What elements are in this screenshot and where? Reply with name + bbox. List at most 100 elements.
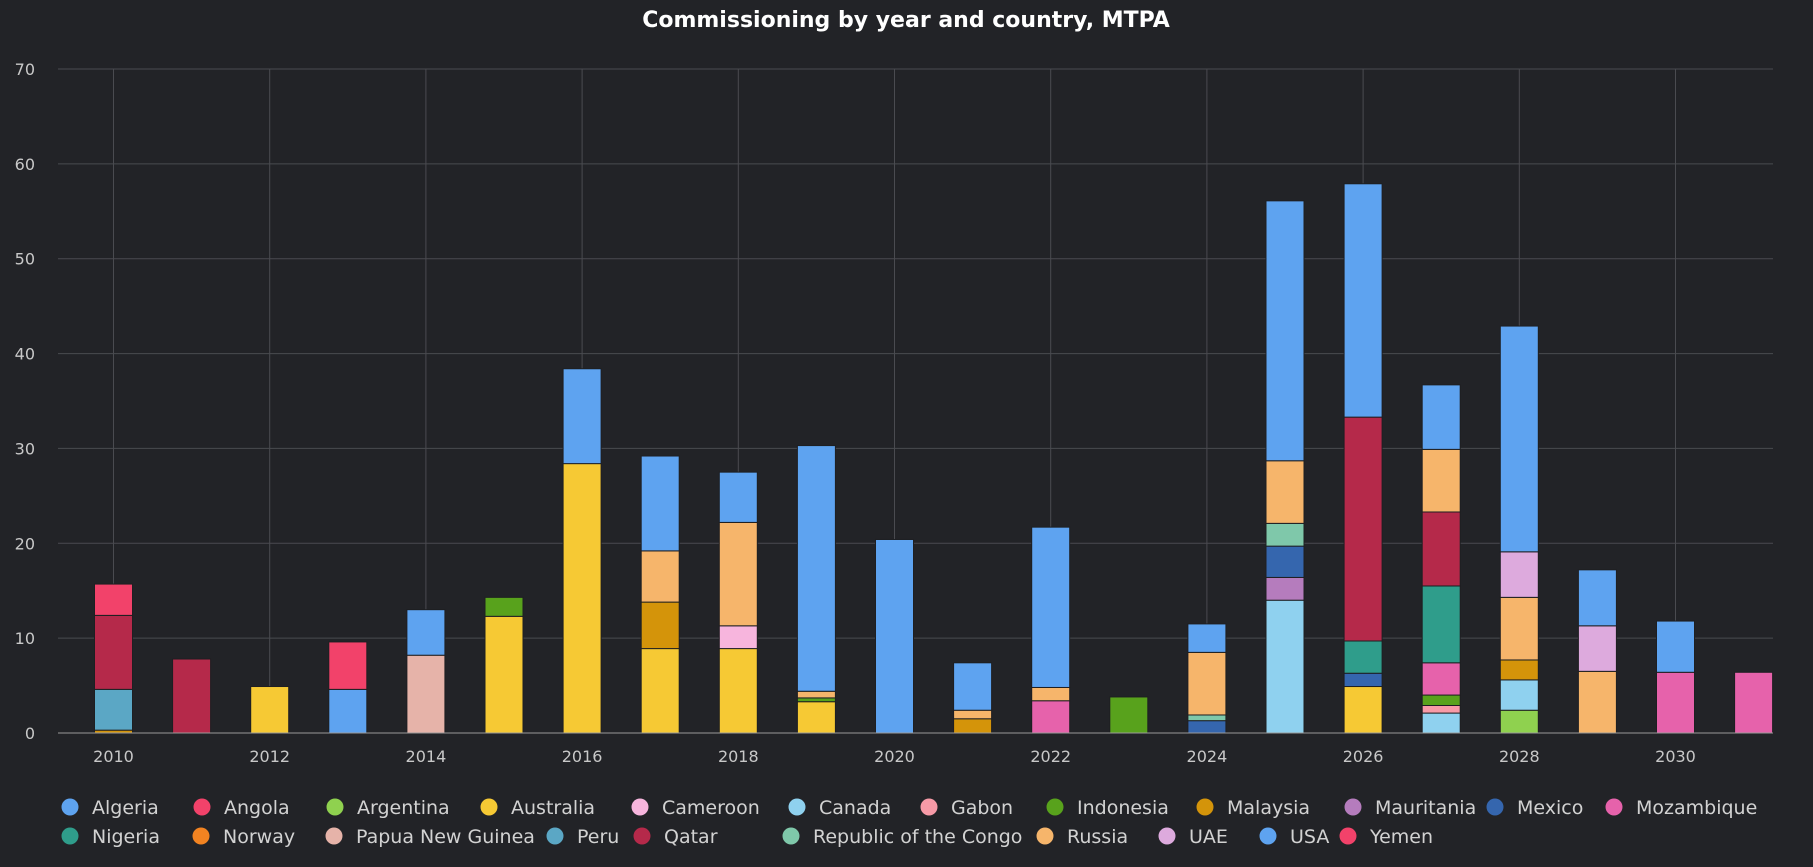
legend-marker-russia <box>1036 827 1054 845</box>
x-tick-label-2028: 2028 <box>1499 747 1540 766</box>
bar-2016-usa[interactable] <box>562 368 602 465</box>
bar-2028-uae[interactable] <box>1499 551 1539 598</box>
legend-marker-canada <box>788 798 806 816</box>
bar-2030-usa[interactable] <box>1656 620 1695 673</box>
bar-2029-usa[interactable] <box>1577 569 1617 627</box>
bar-2024-mexico[interactable] <box>1187 720 1227 734</box>
legend-item-malaysia[interactable]: Malaysia <box>1196 797 1311 819</box>
legend-item-algeria[interactable]: Algeria <box>61 797 159 819</box>
bar-2026-australia[interactable] <box>1343 686 1383 734</box>
bar-2026-usa[interactable] <box>1343 183 1383 418</box>
legend-item-mauritania[interactable]: Mauritania <box>1344 797 1477 819</box>
bar-2024-russia[interactable] <box>1187 651 1227 716</box>
bar-2019-usa[interactable] <box>796 445 836 692</box>
bar-2027-russia[interactable] <box>1421 448 1461 513</box>
legend-marker-algeria <box>61 798 79 816</box>
bar-2017-australia[interactable] <box>640 648 680 734</box>
legend-item-republic-of-the-congo[interactable]: Republic of the Congo <box>782 826 1023 848</box>
bar-2029-uae[interactable] <box>1577 625 1617 672</box>
bar-2027-indonesia[interactable] <box>1421 694 1461 706</box>
bar-2012-australia[interactable] <box>250 686 290 734</box>
bar-2019-indonesia[interactable] <box>796 697 836 703</box>
bar-2025-mexico[interactable] <box>1265 545 1305 578</box>
bar-2018-australia[interactable] <box>718 648 758 734</box>
bar-2019-australia[interactable] <box>796 701 836 734</box>
bar-2027-usa[interactable] <box>1421 384 1461 450</box>
bar-2011-qatar[interactable] <box>172 658 212 734</box>
legend-label-gabon: Gabon <box>951 797 1013 819</box>
legend-item-yemen[interactable]: Yemen <box>1339 826 1434 848</box>
legend-label-qatar: Qatar <box>664 826 718 848</box>
bar-2015-indonesia[interactable] <box>484 596 524 617</box>
legend-item-australia[interactable]: Australia <box>480 797 596 819</box>
legend-item-papua-new-guinea[interactable]: Papua New Guinea <box>325 826 535 848</box>
x-tick-label-2024: 2024 <box>1187 747 1228 766</box>
bar-2026-mexico[interactable] <box>1343 672 1383 688</box>
bar-2024-republic-of-the-congo[interactable] <box>1187 714 1227 722</box>
bar-2025-republic-of-the-congo[interactable] <box>1265 522 1305 547</box>
bar-2019-russia[interactable] <box>796 690 836 699</box>
bar-2027-canada[interactable] <box>1421 712 1461 734</box>
legend-item-angola[interactable]: Angola <box>193 797 290 819</box>
bar-2025-canada[interactable] <box>1265 599 1305 734</box>
bar-2029-russia[interactable] <box>1577 670 1617 734</box>
legend-item-usa[interactable]: USA <box>1259 826 1330 848</box>
bar-2025-usa[interactable] <box>1265 200 1305 462</box>
legend-item-mexico[interactable]: Mexico <box>1486 797 1584 819</box>
bar-2026-qatar[interactable] <box>1343 416 1383 642</box>
bar-2010-qatar[interactable] <box>94 614 133 690</box>
bar-2010-peru[interactable] <box>94 688 133 731</box>
bar-2013-usa[interactable] <box>328 688 368 734</box>
bar-2018-cameroon[interactable] <box>718 625 758 650</box>
legend-item-norway[interactable]: Norway <box>192 826 296 848</box>
legend-item-cameroon[interactable]: Cameroon <box>631 797 760 819</box>
legend-marker-mexico <box>1486 798 1504 816</box>
bar-2022-usa[interactable] <box>1031 526 1071 688</box>
bar-2017-russia[interactable] <box>640 550 680 603</box>
bar-2028-canada[interactable] <box>1499 679 1539 711</box>
bar-2028-argentina[interactable] <box>1499 709 1539 734</box>
bar-2024-usa[interactable] <box>1187 623 1227 653</box>
bar-2027-mozambique[interactable] <box>1421 662 1461 696</box>
bar-2027-nigeria[interactable] <box>1421 585 1461 664</box>
bar-2016-australia[interactable] <box>562 463 602 734</box>
bar-2025-mauritania[interactable] <box>1265 576 1305 601</box>
bar-2028-russia[interactable] <box>1499 596 1539 661</box>
bar-2031-mozambique[interactable] <box>1734 671 1774 734</box>
legend-item-indonesia[interactable]: Indonesia <box>1046 797 1169 819</box>
legend-item-mozambique[interactable]: Mozambique <box>1605 797 1758 819</box>
legend-item-argentina[interactable]: Argentina <box>326 797 450 819</box>
legend-item-gabon[interactable]: Gabon <box>920 797 1014 819</box>
bar-2010-yemen[interactable] <box>94 583 133 616</box>
bar-2013-yemen[interactable] <box>328 641 368 690</box>
bar-2021-malaysia[interactable] <box>953 718 993 734</box>
bar-2018-usa[interactable] <box>718 471 758 523</box>
legend-item-russia[interactable]: Russia <box>1036 826 1129 848</box>
bar-2022-mozambique[interactable] <box>1031 700 1071 734</box>
bar-2026-nigeria[interactable] <box>1343 640 1383 674</box>
bar-2014-papua-new-guinea[interactable] <box>406 654 446 734</box>
bar-2015-australia[interactable] <box>484 615 524 734</box>
bar-2014-usa[interactable] <box>406 609 446 656</box>
legend-label-indonesia: Indonesia <box>1077 797 1169 819</box>
bar-2027-gabon[interactable] <box>1421 704 1461 714</box>
legend-item-canada[interactable]: Canada <box>788 797 892 819</box>
bar-2030-mozambique[interactable] <box>1656 671 1695 734</box>
bar-2020-usa[interactable] <box>875 538 914 734</box>
bar-2028-malaysia[interactable] <box>1499 659 1539 681</box>
legend-item-peru[interactable]: Peru <box>546 826 620 848</box>
bar-2021-usa[interactable] <box>953 662 993 711</box>
legend-item-nigeria[interactable]: Nigeria <box>61 826 160 848</box>
bar-2022-russia[interactable] <box>1031 686 1071 702</box>
bar-2018-russia[interactable] <box>718 521 758 627</box>
bar-2023-indonesia[interactable] <box>1109 696 1149 734</box>
bar-2021-russia[interactable] <box>953 709 993 720</box>
bar-2017-malaysia[interactable] <box>640 601 680 650</box>
bar-2028-usa[interactable] <box>1499 325 1539 553</box>
bar-2025-russia[interactable] <box>1265 460 1305 524</box>
legend-item-qatar[interactable]: Qatar <box>633 826 718 848</box>
legend-marker-argentina <box>326 798 344 816</box>
legend-item-uae[interactable]: UAE <box>1158 826 1228 848</box>
bar-2027-qatar[interactable] <box>1421 511 1461 587</box>
bar-2017-usa[interactable] <box>640 455 680 552</box>
